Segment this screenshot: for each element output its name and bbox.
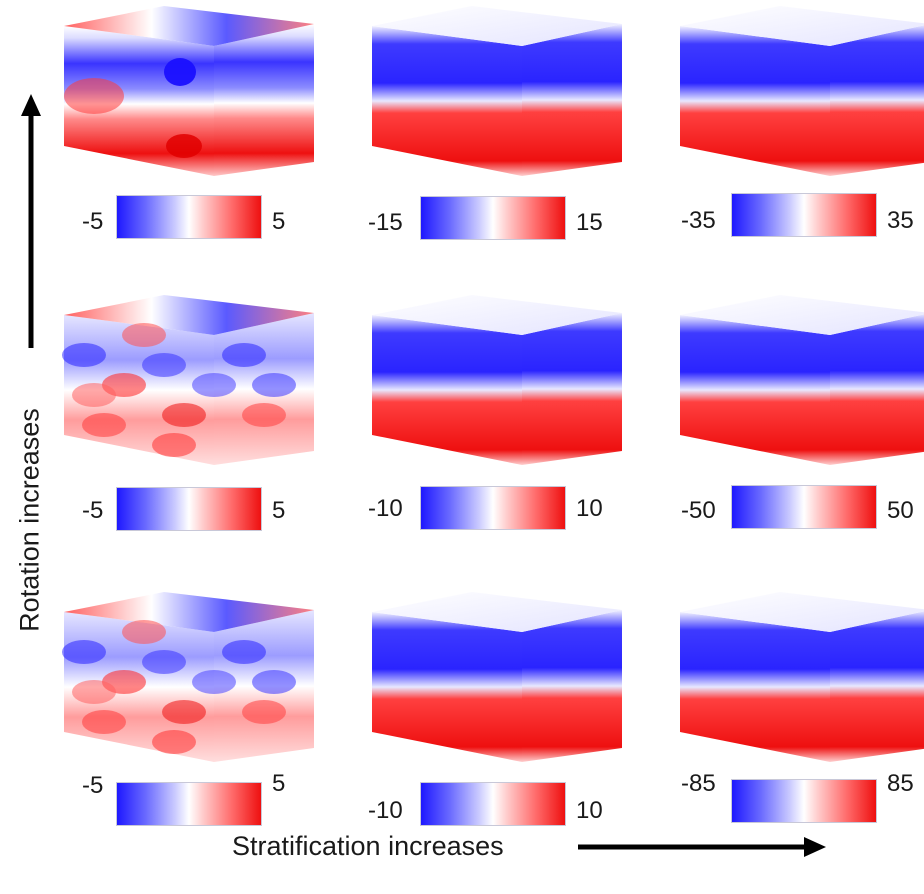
cube-front-face (372, 26, 522, 176)
turbulent-eddy (252, 373, 296, 397)
turbulent-eddy (72, 383, 116, 407)
cube-front-face (372, 315, 522, 465)
turbulent-eddy (62, 343, 106, 367)
turbulent-eddy (222, 640, 266, 664)
colorbar (116, 487, 262, 531)
colorbar-max-label: 5 (272, 770, 286, 797)
cube-front-face (372, 612, 522, 762)
turbulent-eddy (222, 343, 266, 367)
turbulent-eddy (82, 710, 126, 734)
rotation-axis-label: Rotation increases (14, 408, 45, 632)
turbulent-eddy (72, 680, 116, 704)
turbulent-eddy (122, 620, 166, 644)
cube-top-face (680, 592, 924, 632)
colorbar (420, 196, 566, 240)
colorbar (116, 782, 262, 826)
stratification-arrow-head (804, 837, 826, 857)
cube-top-face (64, 295, 314, 335)
turbulent-eddy (152, 433, 196, 457)
turbulent-eddy (142, 353, 186, 377)
colorbar (731, 779, 877, 823)
cube-side-face (522, 610, 622, 762)
colorbar-min-label: -50 (681, 497, 716, 524)
colorbar-max-label: 85 (887, 770, 914, 797)
colorbar-min-label: -35 (681, 207, 716, 234)
cube-top-face (372, 6, 622, 46)
turbulent-eddy (162, 403, 206, 427)
turbulent-eddy (122, 323, 166, 347)
cube-top-face (372, 295, 622, 335)
colorbar-min-label: -85 (681, 770, 716, 797)
turbulent-eddy (192, 670, 236, 694)
cube-top-face (680, 295, 924, 335)
turbulent-eddy (252, 670, 296, 694)
cube-front-face (680, 612, 830, 762)
turbulent-eddy (162, 700, 206, 724)
vortex-core-red (166, 134, 202, 158)
cube-side-face (214, 24, 314, 176)
turbulent-eddy (192, 373, 236, 397)
vortex-core-blue (164, 58, 196, 86)
colorbar-min-label: -5 (82, 497, 104, 524)
cube-side-face (830, 314, 924, 465)
rotation-arrow-head (21, 94, 41, 116)
colorbar-min-label: -5 (82, 772, 104, 799)
colorbar (731, 485, 877, 529)
turbulent-eddy (82, 413, 126, 437)
colorbar-max-label: 5 (272, 497, 286, 524)
cube-side-face (522, 24, 622, 176)
cube-top-face (64, 6, 314, 46)
colorbar-max-label: 35 (887, 207, 914, 234)
cube-top-face (680, 6, 924, 46)
cube-top-face (372, 592, 622, 632)
colorbar-max-label: 15 (576, 209, 603, 236)
colorbar-max-label: 10 (576, 495, 603, 522)
cube-top-face (64, 592, 314, 632)
colorbar-max-label: 5 (272, 208, 286, 235)
colorbar-min-label: -5 (82, 208, 104, 235)
colorbar-max-label: 50 (887, 497, 914, 524)
stratification-axis-label: Stratification increases (232, 831, 504, 861)
colorbar (420, 486, 566, 530)
colorbar (116, 195, 262, 239)
colorbar-min-label: -10 (368, 797, 403, 824)
colorbar (420, 782, 566, 826)
vortex-red-patch (64, 78, 124, 114)
cube-side-face (522, 313, 622, 465)
turbulent-eddy (242, 700, 286, 724)
colorbar (731, 193, 877, 237)
colorbar-min-label: -10 (368, 495, 403, 522)
turbulent-eddy (62, 640, 106, 664)
turbulent-eddy (152, 730, 196, 754)
colorbar-max-label: 10 (576, 797, 603, 824)
turbulent-eddy (242, 403, 286, 427)
colorbar-min-label: -15 (368, 209, 403, 236)
cube-front-face (680, 26, 830, 176)
cube-front-face (680, 315, 830, 465)
turbulent-eddy (142, 650, 186, 674)
cube-side-face (830, 25, 924, 176)
cube-side-face (830, 611, 924, 762)
